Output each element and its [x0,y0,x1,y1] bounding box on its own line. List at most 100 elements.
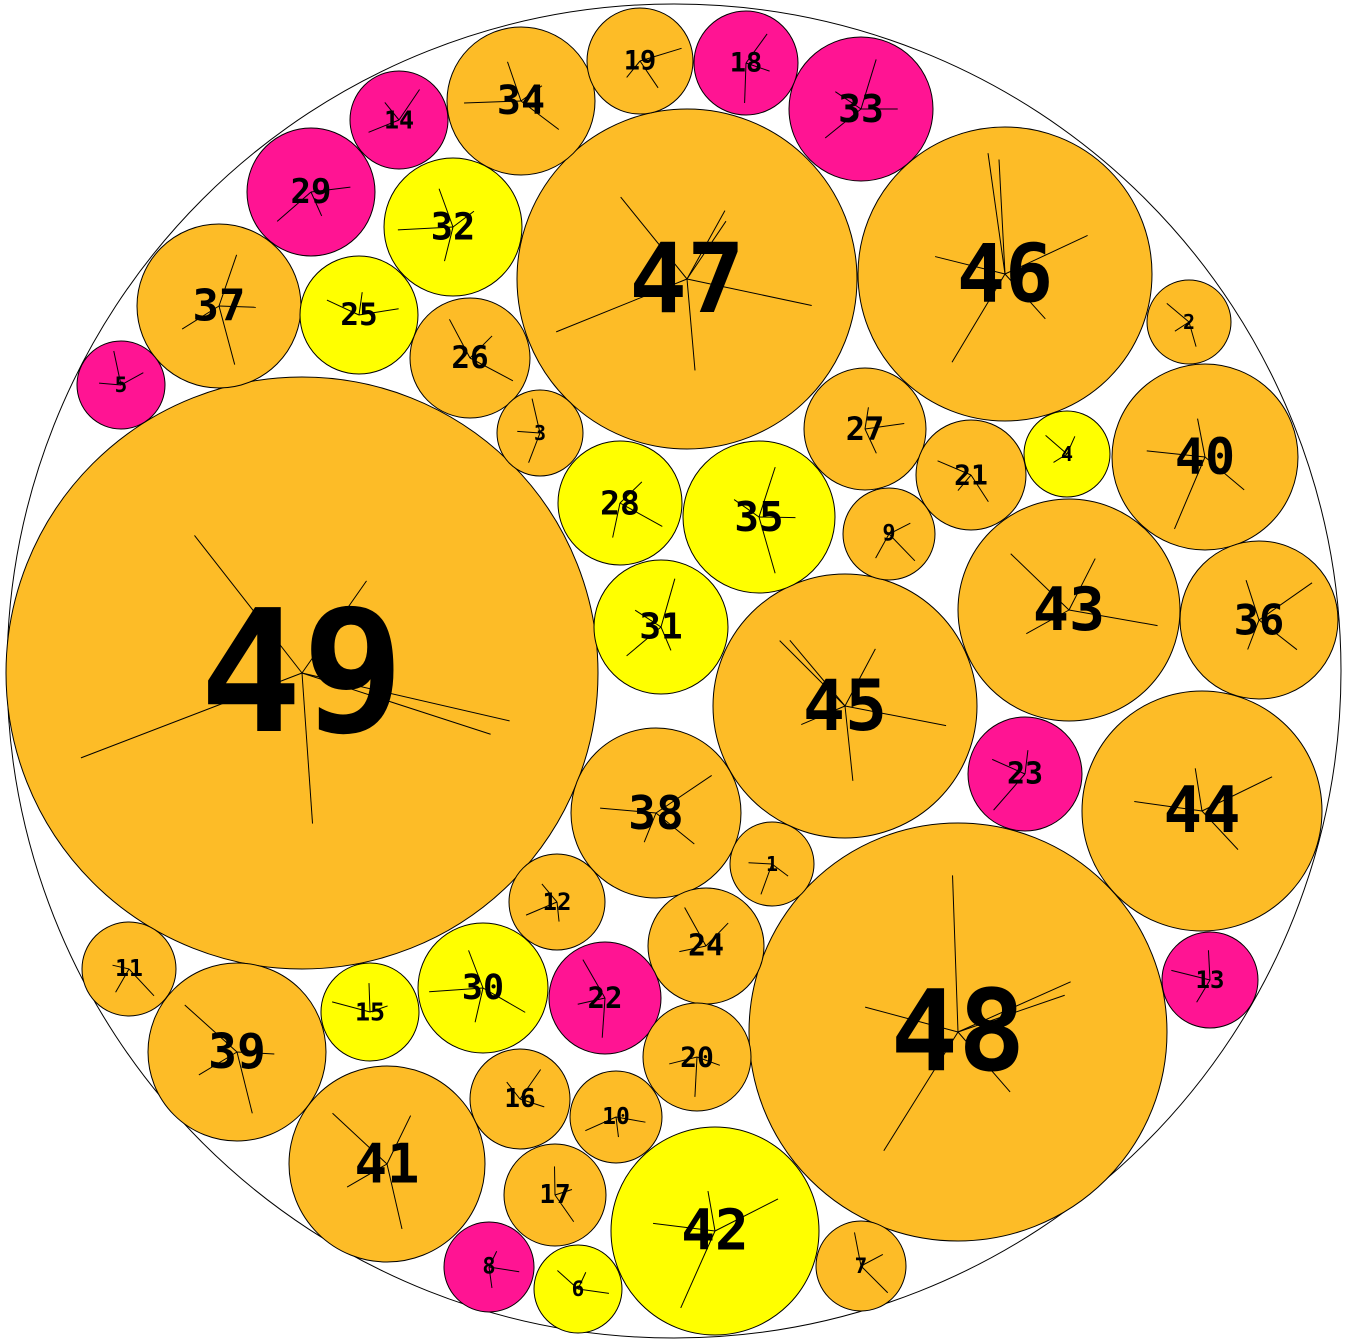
bubble-label: 28 [600,484,640,523]
bubble-15: 15 [320,962,420,1062]
bubble-label: 16 [504,1084,535,1114]
bubble-spoke-line [1134,800,1203,812]
bubble-spoke-line [733,499,760,518]
bubble-label: 27 [846,410,885,448]
bubble-spoke-line [883,1031,959,1152]
bubble-spoke-line [789,639,846,707]
bubble-spoke-line [488,1266,493,1289]
bubble-spoke-line [398,89,420,121]
bubble-spoke-line [660,626,672,651]
bubble-spoke-line [386,1115,412,1165]
bubble-spoke-line [310,186,351,193]
bubble-label: 11 [115,956,143,982]
bubble-39: 39 [147,962,327,1142]
bubble-spoke-line [619,502,663,527]
bubble-spoke-line [655,812,695,845]
bubble-spoke-line [80,672,303,759]
bubble-spoke-line [744,62,747,104]
bubble-spoke-line [951,273,1006,363]
bubble-spoke-line [957,994,1065,1033]
bubble-spoke-line [660,578,676,628]
bubble-38: 38 [570,727,742,899]
bubble-22: 22 [548,941,662,1055]
bubble-label: 22 [588,981,623,1015]
bubble-spoke-line [620,196,688,280]
bubble-spoke-line [128,968,155,997]
bubble-spoke-line [600,807,657,814]
bubble-spoke-line [469,357,514,382]
bubble-spoke-line [1068,558,1096,611]
bubble-spoke-line [531,398,541,434]
bubble-spoke-line [1004,235,1088,275]
bubble-spoke-line [452,210,475,228]
bubble-23: 23 [967,716,1083,832]
bubble-spoke-line [1010,553,1070,611]
bubble-35: 35 [682,440,836,594]
bubble-label: 32 [431,206,476,249]
bubble-spoke-line [864,428,877,454]
bubble-49: 49 [5,376,599,970]
bubble-label: 1 [766,852,778,876]
bubble-41: 41 [288,1065,486,1263]
bubble-spoke-line [358,292,363,316]
bubble-36: 36 [1179,540,1339,700]
bubble-spoke-line [1068,609,1158,627]
bubble-spoke-line [801,705,846,726]
bubble-spoke-line [1194,768,1203,812]
bubble-spoke-line [541,883,558,903]
bubble-21: 21 [915,419,1027,531]
bubble-spoke-line [860,59,877,110]
bubble-45: 45 [712,573,978,839]
bubble-spoke-line [844,705,947,727]
bubble-spoke-line [448,319,471,359]
bubble-spoke-line [1196,979,1211,1003]
bubble-5: 5 [76,340,166,430]
bubble-33: 33 [788,36,934,182]
bubble-spoke-line [358,308,399,316]
bubble-spoke-line [615,1116,619,1138]
bubble-label: 10 [602,1104,630,1130]
bubble-2: 2 [1146,279,1232,365]
bubble-spoke-line [779,640,846,707]
bubble-spoke-line [669,1056,698,1065]
bubble-spoke-line [696,1056,721,1066]
bubble-spoke-line [469,335,493,359]
bubble-spoke-line [194,535,303,674]
bubble-spoke-line [970,474,989,503]
bubble-spoke-line [113,350,122,386]
bubble-spoke-line [639,60,659,89]
bubble-spoke-line [1024,750,1029,775]
bubble-spoke-line [998,159,1006,275]
bubble-spoke-line [705,922,729,947]
bubble-spoke-line [760,863,773,895]
bubble-spoke-line [864,407,869,430]
bubble-spoke-line [554,1194,575,1223]
bubble-spoke-line [680,1230,716,1309]
bubble-spoke-line [844,705,854,781]
bubble-16: 16 [469,1048,571,1150]
bubble-spoke-line [506,1081,521,1100]
bubble-spoke-line [864,422,905,430]
bubble-spoke-line [686,220,727,280]
bubble-11: 11 [81,921,177,1017]
bubble-spoke-line [655,775,712,814]
bubble-8: 8 [443,1221,535,1313]
bubble-18: 18 [693,10,799,116]
bubble-label: 26 [451,340,488,376]
bubble-spoke-line [368,983,371,1013]
bubble-spoke-line [474,987,484,1023]
bubble-label: 9 [882,522,895,547]
bubble-27: 27 [803,367,927,491]
bubble-19: 19 [586,7,694,115]
bubble-spoke-line [1026,609,1070,635]
bubble-spoke-line [99,382,122,386]
bubble-label: 33 [838,87,884,131]
bubble-spoke-line [520,85,543,102]
bubble-43: 43 [957,498,1181,722]
bubble-24: 24 [647,887,765,1005]
bubble-label: 7 [855,1254,868,1278]
bubble-spoke-line [875,533,890,559]
bubble-label: 40 [1175,428,1235,486]
bubble-spoke-line [824,108,862,139]
